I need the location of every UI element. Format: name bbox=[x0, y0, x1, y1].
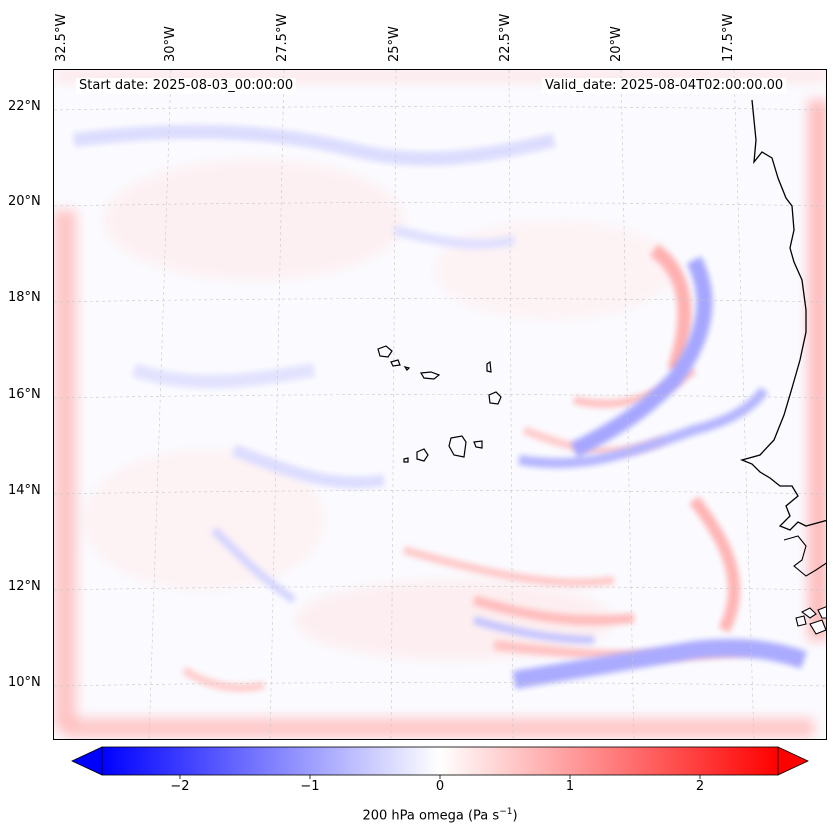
cape-verde-islands bbox=[377, 345, 502, 463]
lon-label: 27.5°W bbox=[275, 13, 290, 62]
colorbar-gradient bbox=[101, 746, 779, 776]
colorbar-units: Pa s bbox=[473, 808, 500, 824]
lat-label: 14°N bbox=[8, 483, 41, 498]
lon-label: 22.5°W bbox=[498, 13, 513, 62]
lon-label: 17.5°W bbox=[721, 13, 736, 62]
omega-field-map bbox=[54, 70, 826, 739]
lat-label: 12°N bbox=[8, 579, 41, 594]
lat-label: 18°N bbox=[8, 290, 41, 305]
lat-label: 16°N bbox=[8, 387, 41, 402]
colorbar-tick-label: −2 bbox=[170, 779, 190, 794]
graticule bbox=[54, 70, 826, 739]
colorbar-tick-label: 0 bbox=[435, 779, 445, 794]
colorbar-max-extend bbox=[777, 746, 809, 776]
start-date-label: Start date: 2025-08-03_00:00:00 bbox=[76, 78, 297, 94]
map-panel bbox=[53, 69, 827, 740]
colorbar-units-exponent: −1 bbox=[499, 807, 513, 817]
descent-features-blue bbox=[73, 124, 807, 689]
colorbar-variable: 200 hPa omega bbox=[362, 808, 464, 824]
colorbar-min-extend bbox=[71, 746, 103, 776]
lon-label: 32.5°W bbox=[54, 13, 69, 62]
lon-label: 30°W bbox=[163, 26, 178, 62]
colorbar-tick-label: 1 bbox=[565, 779, 575, 794]
bijagos-islands bbox=[795, 606, 826, 635]
valid-date-label: Valid_date: 2025-08-04T02:00:00.00 bbox=[542, 78, 787, 94]
coastline-inlet bbox=[783, 535, 826, 577]
colorbar-tick-label: 2 bbox=[695, 779, 705, 794]
colorbar bbox=[71, 746, 809, 779]
lon-label: 20°W bbox=[609, 26, 624, 62]
lat-label: 10°N bbox=[8, 675, 41, 690]
african-coastline bbox=[739, 99, 826, 531]
lon-label: 25°W bbox=[387, 26, 402, 62]
lat-label: 22°N bbox=[8, 99, 41, 114]
lat-label: 20°N bbox=[8, 194, 41, 209]
colorbar-label: 200 hPa omega (Pa s−1) bbox=[362, 807, 518, 824]
colorbar-tick-label: −1 bbox=[300, 779, 320, 794]
